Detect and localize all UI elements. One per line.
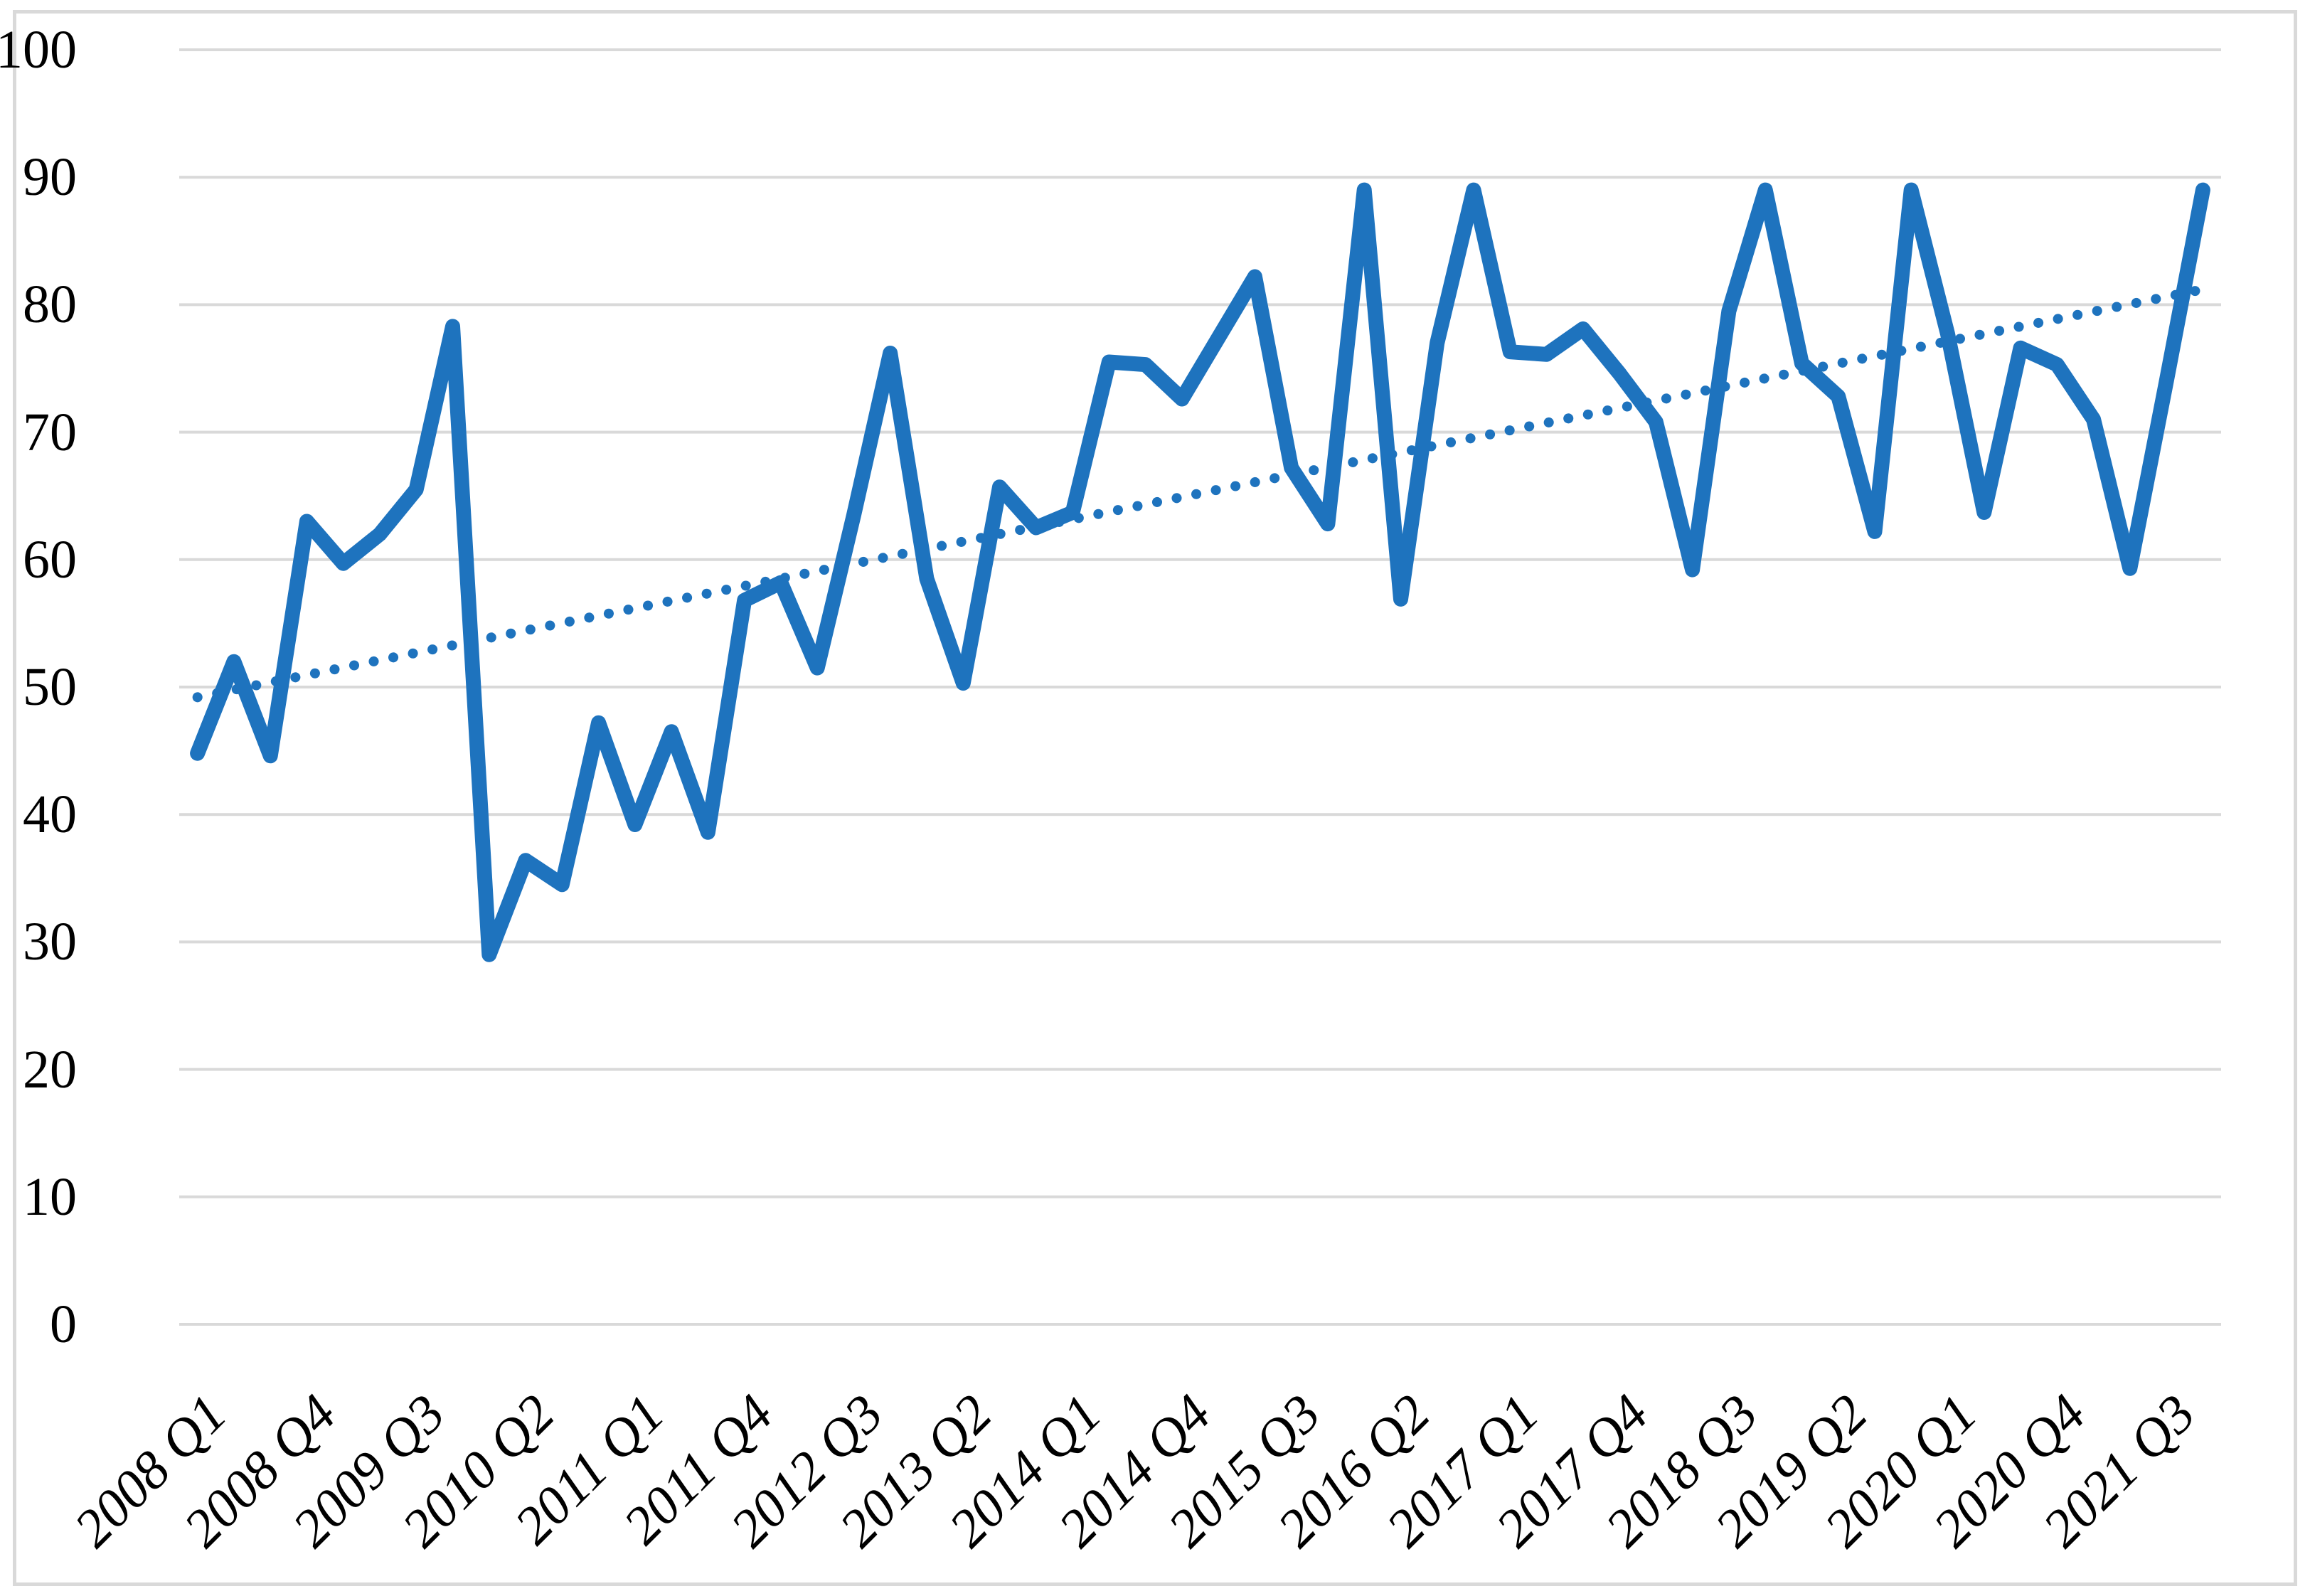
y-axis-tick-label-60: 60 — [23, 529, 77, 590]
y-axis-tick-label-30: 30 — [23, 912, 77, 972]
y-axis-tick-label-20: 20 — [23, 1039, 77, 1100]
y-axis-tick-label-0: 0 — [50, 1294, 77, 1354]
data-series-line — [190, 182, 2210, 962]
y-axis-tick-label-50: 50 — [23, 657, 77, 717]
y-axis-tick-label-80: 80 — [23, 275, 77, 335]
y-axis-tick-label-70: 70 — [23, 402, 77, 462]
y-axis-tick-label-40: 40 — [23, 784, 77, 845]
y-axis-tick-label-100: 100 — [0, 20, 77, 80]
y-axis-tick-label-90: 90 — [23, 147, 77, 208]
trendline — [192, 284, 2208, 703]
y-axis-tick-label-10: 10 — [23, 1166, 77, 1227]
